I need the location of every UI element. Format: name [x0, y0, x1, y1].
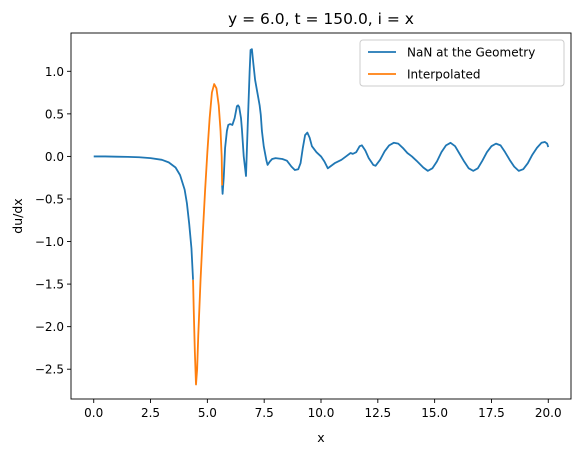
series-line-nan-at-geometry — [93, 155, 194, 280]
y-tick-label: −2.5 — [35, 363, 64, 377]
x-tick-label: 7.5 — [255, 406, 274, 420]
x-tick-label: 20.0 — [535, 406, 562, 420]
chart-title: y = 6.0, t = 150.0, i = x — [228, 10, 414, 28]
y-tick-label: −0.5 — [35, 192, 64, 206]
x-tick-label: 0.0 — [84, 406, 103, 420]
x-axis-ticks: 0.0 2.5 5.0 7.5 10.0 12.5 15.0 17.5 20.0 — [84, 399, 562, 420]
y-tick-label: 1.0 — [45, 65, 64, 79]
plot-frame — [70, 32, 572, 400]
x-tick-label: 15.0 — [421, 406, 448, 420]
y-tick-label: 0.5 — [45, 107, 64, 121]
series-line-interpolated — [192, 83, 224, 386]
x-tick-label: 17.5 — [478, 406, 505, 420]
x-tick-label: 10.0 — [308, 406, 335, 420]
y-tick-label: 0.0 — [45, 150, 64, 164]
legend-label-nan-at-geometry: NaN at the Geometry — [407, 46, 535, 60]
y-axis-label: du/dx — [10, 198, 25, 233]
x-tick-label: 2.5 — [141, 406, 160, 420]
legend-label-interpolated: Interpolated — [407, 68, 481, 82]
y-tick-label: −1.5 — [35, 278, 64, 292]
y-tick-label: −2.0 — [35, 320, 64, 334]
y-tick-label: −1.0 — [35, 235, 64, 249]
legend: NaN at the Geometry Interpolated — [359, 39, 565, 87]
y-axis-ticks: 1.0 0.5 0.0 −0.5 −1.0 −1.5 −2.0 −2.5 — [35, 65, 71, 377]
series-layer — [93, 48, 550, 386]
x-tick-label: 5.0 — [198, 406, 217, 420]
legend-box — [359, 39, 565, 87]
x-tick-label: 12.5 — [364, 406, 391, 420]
series-line-nan-at-geometry — [221, 48, 550, 195]
x-axis-label: x — [317, 430, 324, 445]
